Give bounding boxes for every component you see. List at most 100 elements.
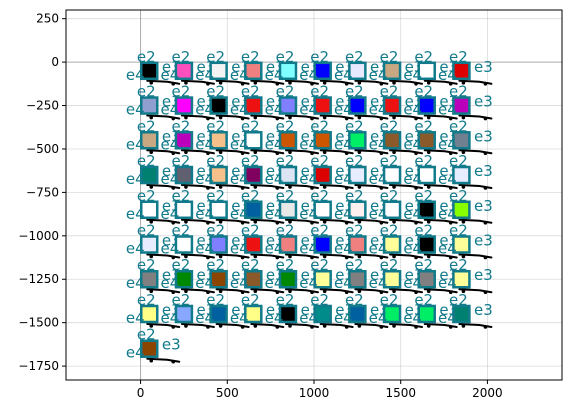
edge-line bbox=[423, 218, 458, 224]
edge-dot bbox=[379, 325, 384, 329]
node-label-e4: e4 bbox=[126, 344, 145, 362]
edge-dot bbox=[357, 219, 362, 224]
node-square bbox=[174, 131, 194, 150]
edge-line bbox=[354, 322, 389, 328]
edge-line bbox=[146, 357, 181, 363]
node-square bbox=[417, 269, 436, 289]
edge-dot bbox=[310, 255, 314, 260]
node-label-e4: e4 bbox=[438, 101, 457, 119]
edge-line bbox=[215, 288, 250, 294]
edge-line bbox=[215, 149, 250, 155]
edge-dot bbox=[448, 81, 453, 86]
edge-dot bbox=[218, 289, 223, 294]
node-label-e4: e4 bbox=[334, 240, 353, 258]
edge-line bbox=[319, 288, 354, 294]
edge-dot bbox=[448, 116, 453, 121]
edge-dot bbox=[426, 80, 431, 85]
edge-line bbox=[423, 184, 458, 190]
edge-dot bbox=[322, 115, 327, 120]
x-tick-label: 0 bbox=[137, 386, 145, 400]
node-label-e4: e4 bbox=[403, 135, 422, 153]
node-label-e2: e2 bbox=[172, 83, 191, 101]
edge-line bbox=[389, 218, 424, 224]
node-label-e4: e4 bbox=[161, 170, 180, 188]
node-label-e2: e2 bbox=[449, 152, 468, 170]
node-label-e4: e4 bbox=[265, 135, 284, 153]
edge-line bbox=[458, 184, 493, 190]
edge-dot bbox=[310, 116, 314, 121]
node-label-e4: e4 bbox=[438, 240, 457, 258]
node-label-e2: e2 bbox=[206, 48, 225, 66]
node-square bbox=[139, 339, 159, 358]
edge-dot bbox=[461, 150, 466, 155]
node-label-e4: e4 bbox=[334, 135, 353, 153]
node-square bbox=[278, 235, 298, 254]
edge-dot bbox=[310, 81, 314, 86]
edge-dot bbox=[426, 254, 431, 259]
y-tick-label: −750 bbox=[26, 185, 59, 199]
edge-line bbox=[389, 114, 424, 120]
node-square bbox=[209, 131, 228, 150]
edge-line bbox=[215, 218, 250, 224]
node-label-e2: e2 bbox=[172, 291, 191, 309]
node-square bbox=[174, 61, 194, 81]
node-label-e4: e4 bbox=[195, 240, 214, 258]
node-label-e2: e2 bbox=[276, 117, 295, 135]
edge-dot bbox=[414, 290, 418, 295]
node-label-e2: e2 bbox=[380, 83, 399, 101]
node-label-e2: e2 bbox=[310, 187, 329, 205]
edge-line bbox=[250, 79, 285, 85]
node-label-e2: e2 bbox=[310, 256, 329, 274]
node-label-e2: e2 bbox=[241, 117, 260, 135]
edge-dot bbox=[379, 81, 384, 86]
edge-dot bbox=[184, 254, 188, 259]
node-label-e2: e2 bbox=[276, 256, 295, 274]
node-label-e2: e2 bbox=[310, 117, 329, 135]
node-label-e4: e4 bbox=[369, 135, 388, 153]
node-label-e2: e2 bbox=[137, 187, 156, 205]
edge-dot bbox=[288, 254, 292, 259]
node-square bbox=[417, 304, 436, 324]
node-square bbox=[417, 235, 436, 254]
edge-line bbox=[146, 184, 181, 190]
edge-dot bbox=[357, 80, 362, 85]
edge-dot bbox=[184, 80, 188, 85]
node-label-e4: e4 bbox=[299, 170, 318, 188]
edge-dot bbox=[357, 185, 362, 189]
node-square bbox=[244, 304, 263, 324]
node-label-e2: e2 bbox=[276, 83, 295, 101]
node-label-e4: e4 bbox=[126, 135, 145, 153]
edge-line bbox=[180, 184, 215, 190]
edge-line bbox=[284, 218, 319, 224]
node-label-e2: e2 bbox=[345, 187, 364, 205]
edge-dot bbox=[426, 185, 431, 189]
edge-dot bbox=[240, 290, 245, 295]
edge-dot bbox=[448, 220, 453, 225]
node-square bbox=[452, 235, 471, 254]
node-label-e4: e4 bbox=[230, 274, 249, 292]
edge-line bbox=[284, 288, 319, 294]
edge-dot bbox=[206, 81, 210, 86]
node-square bbox=[244, 235, 263, 254]
edge-dot bbox=[149, 219, 154, 224]
edge-line bbox=[284, 322, 319, 328]
edge-line bbox=[250, 218, 285, 224]
edge-dot bbox=[240, 186, 245, 190]
edge-line bbox=[215, 184, 250, 190]
node-label-e4: e4 bbox=[334, 309, 353, 327]
node-square bbox=[139, 61, 159, 81]
node-label-e2: e2 bbox=[241, 187, 260, 205]
edge-dot bbox=[322, 324, 327, 328]
node-square bbox=[313, 304, 332, 324]
node-label-e4: e4 bbox=[265, 240, 284, 258]
edge-dot bbox=[218, 115, 223, 120]
node-label-e4: e4 bbox=[126, 274, 145, 292]
edge-dot bbox=[253, 185, 258, 189]
node-square bbox=[313, 131, 332, 150]
